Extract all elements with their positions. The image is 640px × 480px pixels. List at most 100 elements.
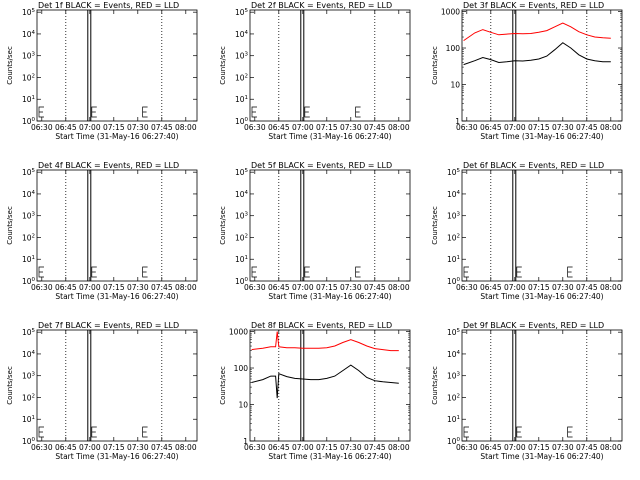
x-tick-label: 07:15 (103, 283, 125, 292)
plot-frame (36, 9, 198, 122)
y-tick-label: 103 (235, 212, 249, 221)
y-tick-label: 104 (235, 190, 249, 199)
x-tick-label: 07:00 (79, 283, 101, 292)
y-tick-label: 101 (447, 415, 460, 424)
panel-det-3f: Det 3f BLACK = Events, RED = LLD 1 10 100 10… (431, 1, 623, 141)
panel-title: Det 5f BLACK = Events, RED = LLD (251, 161, 392, 170)
x-tick-label: 07:45 (576, 123, 598, 132)
y-tick-label: 101 (22, 95, 35, 104)
x-tick-label: 08:00 (175, 443, 197, 452)
bracket-marker-right (142, 106, 148, 118)
x-tick-label: 06:45 (268, 123, 290, 132)
bracket-marker-right (567, 266, 573, 278)
bracket-marker-right (355, 106, 361, 118)
y-axis-label: Counts/sec (6, 206, 14, 245)
panel-title: Det 8f BLACK = Events, RED = LLD (251, 321, 392, 330)
bracket-marker-mid (91, 106, 97, 118)
y-tick-label: 105 (22, 328, 36, 337)
x-tick-label: 07:45 (151, 123, 173, 132)
y-tick-label: 105 (22, 168, 36, 177)
x-tick-label: 06:30 (244, 283, 266, 292)
y-tick-label: 101 (235, 95, 248, 104)
y-tick-label: 105 (22, 8, 36, 17)
plot-frame (249, 329, 411, 442)
y-tick-label: 104 (22, 350, 36, 359)
x-tick-label: 06:30 (31, 443, 53, 452)
y-tick-label: 101 (22, 415, 35, 424)
x-tick-label: 07:00 (292, 123, 314, 132)
x-tick-label: 07:15 (528, 283, 550, 292)
x-tick-label: 08:00 (175, 283, 197, 292)
y-tick-label: 100 (22, 277, 36, 286)
x-axis-label: Start Time (31-May-16 06:27:40) (55, 292, 178, 301)
x-tick-label: 07:30 (127, 123, 149, 132)
y-tick-label: 105 (447, 168, 461, 177)
y-tick-label: 10 (238, 401, 248, 410)
y-tick-label: 102 (22, 233, 35, 242)
panel-title: Det 2f BLACK = Events, RED = LLD (251, 1, 392, 10)
panel-title: Det 7f BLACK = Events, RED = LLD (38, 321, 179, 330)
x-tick-label: 07:30 (340, 283, 362, 292)
y-tick-label: 104 (22, 30, 36, 39)
x-tick-label: 07:00 (79, 443, 101, 452)
x-tick-label: 07:00 (504, 283, 526, 292)
bracket-marker-right (355, 266, 361, 278)
x-tick-label: 07:45 (364, 443, 386, 452)
y-tick-label: 103 (22, 372, 36, 381)
y-axis-label: Counts/sec (431, 46, 439, 85)
x-tick-label: 07:15 (316, 443, 338, 452)
bracket-marker-mid (304, 106, 310, 118)
x-tick-label: 07:00 (292, 443, 314, 452)
y-tick-label: 100 (22, 437, 36, 446)
x-tick-label: 07:30 (127, 443, 149, 452)
x-tick-label: 06:45 (55, 283, 77, 292)
x-tick-label: 06:30 (456, 443, 478, 452)
y-tick-label: 104 (235, 30, 249, 39)
x-tick-label: 08:00 (388, 443, 410, 452)
panel-det-9f: Det 9f BLACK = Events, RED = LLD 100 101 10… (431, 321, 623, 461)
plot-frame (249, 9, 411, 122)
x-axis-label: Start Time (31-May-16 06:27:40) (268, 452, 391, 461)
y-tick-label: 101 (22, 255, 35, 264)
y-tick-label: 102 (235, 73, 248, 82)
x-tick-label: 06:30 (31, 123, 53, 132)
x-tick-label: 07:30 (552, 283, 574, 292)
plot-frame (461, 329, 623, 442)
y-tick-label: 1000 (229, 328, 248, 337)
x-tick-label: 07:30 (340, 123, 362, 132)
y-tick-label: 100 (234, 364, 249, 373)
x-tick-label: 07:00 (504, 443, 526, 452)
panel-det-6f: Det 6f BLACK = Events, RED = LLD 100 101 10… (431, 161, 623, 301)
y-tick-label: 105 (235, 8, 249, 17)
y-axis-label: Counts/sec (6, 366, 14, 405)
x-tick-label: 06:45 (480, 443, 502, 452)
y-tick-label: 101 (235, 255, 248, 264)
panel-det-8f: Det 8f BLACK = Events, RED = LLD 1 10 100 10… (219, 321, 411, 461)
x-axis-label: Start Time (31-May-16 06:27:40) (268, 132, 391, 141)
series-line-lld (251, 331, 399, 352)
panel-det-4f: Det 4f BLACK = Events, RED = LLD 100 101 10… (6, 161, 198, 301)
x-tick-label: 06:30 (244, 123, 266, 132)
plot-frame (461, 169, 623, 282)
x-tick-label: 06:30 (244, 443, 266, 452)
y-tick-label: 100 (447, 277, 461, 286)
x-tick-label: 08:00 (600, 123, 622, 132)
y-tick-label: 103 (22, 212, 36, 221)
series-line-lld (463, 22, 611, 42)
y-axis-label: Counts/sec (219, 206, 227, 245)
bracket-marker-mid (91, 426, 97, 438)
x-tick-label: 07:15 (316, 283, 338, 292)
x-tick-label: 08:00 (388, 123, 410, 132)
y-tick-label: 103 (22, 52, 36, 61)
y-tick-label: 104 (22, 190, 36, 199)
y-tick-label: 100 (235, 277, 249, 286)
x-tick-label: 06:30 (456, 123, 478, 132)
y-tick-label: 105 (235, 168, 249, 177)
y-tick-label: 102 (22, 73, 35, 82)
y-tick-label: 104 (447, 350, 461, 359)
bracket-marker-right (142, 426, 148, 438)
bracket-marker-right (142, 266, 148, 278)
series-line-events (251, 364, 399, 399)
y-axis-label: Counts/sec (219, 366, 227, 405)
plot-frame (461, 9, 623, 122)
